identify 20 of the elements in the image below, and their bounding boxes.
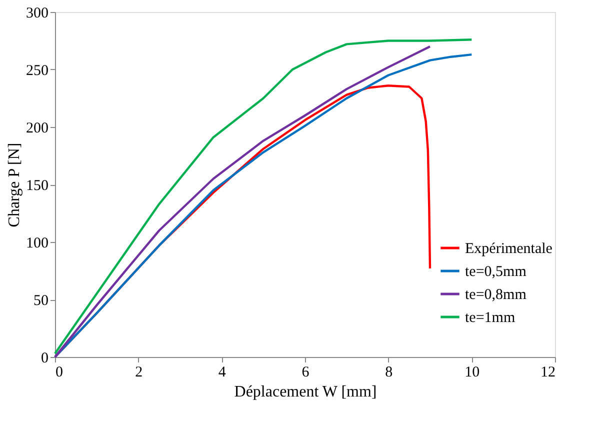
x-tick-label: 10 bbox=[464, 364, 480, 380]
y-tick-label: 150 bbox=[26, 178, 48, 194]
y-tick-label: 200 bbox=[26, 120, 48, 136]
y-tick-label: 300 bbox=[26, 6, 48, 22]
x-tick-label: 6 bbox=[302, 364, 310, 380]
legend-label: te=0,8mm bbox=[465, 287, 527, 303]
y-tick-label: 0 bbox=[41, 350, 48, 366]
x-axis-title: Déplacement W [mm] bbox=[234, 384, 377, 400]
x-tick-label: 4 bbox=[218, 364, 226, 380]
legend-label: te=0,5mm bbox=[465, 264, 527, 280]
x-tick-label: 8 bbox=[385, 364, 393, 380]
y-tick-label: 50 bbox=[34, 293, 48, 309]
y-tick-label: 250 bbox=[26, 63, 48, 79]
y-tick-label: 100 bbox=[26, 236, 48, 252]
y-axis-title: Charge P [N] bbox=[6, 142, 23, 228]
x-tick-label: 0 bbox=[56, 364, 63, 380]
legend-label: Expérimentale bbox=[465, 241, 553, 257]
x-tick-label: 12 bbox=[540, 364, 556, 380]
legend-label: te=1mm bbox=[465, 310, 516, 326]
x-tick-label: 2 bbox=[135, 364, 143, 380]
